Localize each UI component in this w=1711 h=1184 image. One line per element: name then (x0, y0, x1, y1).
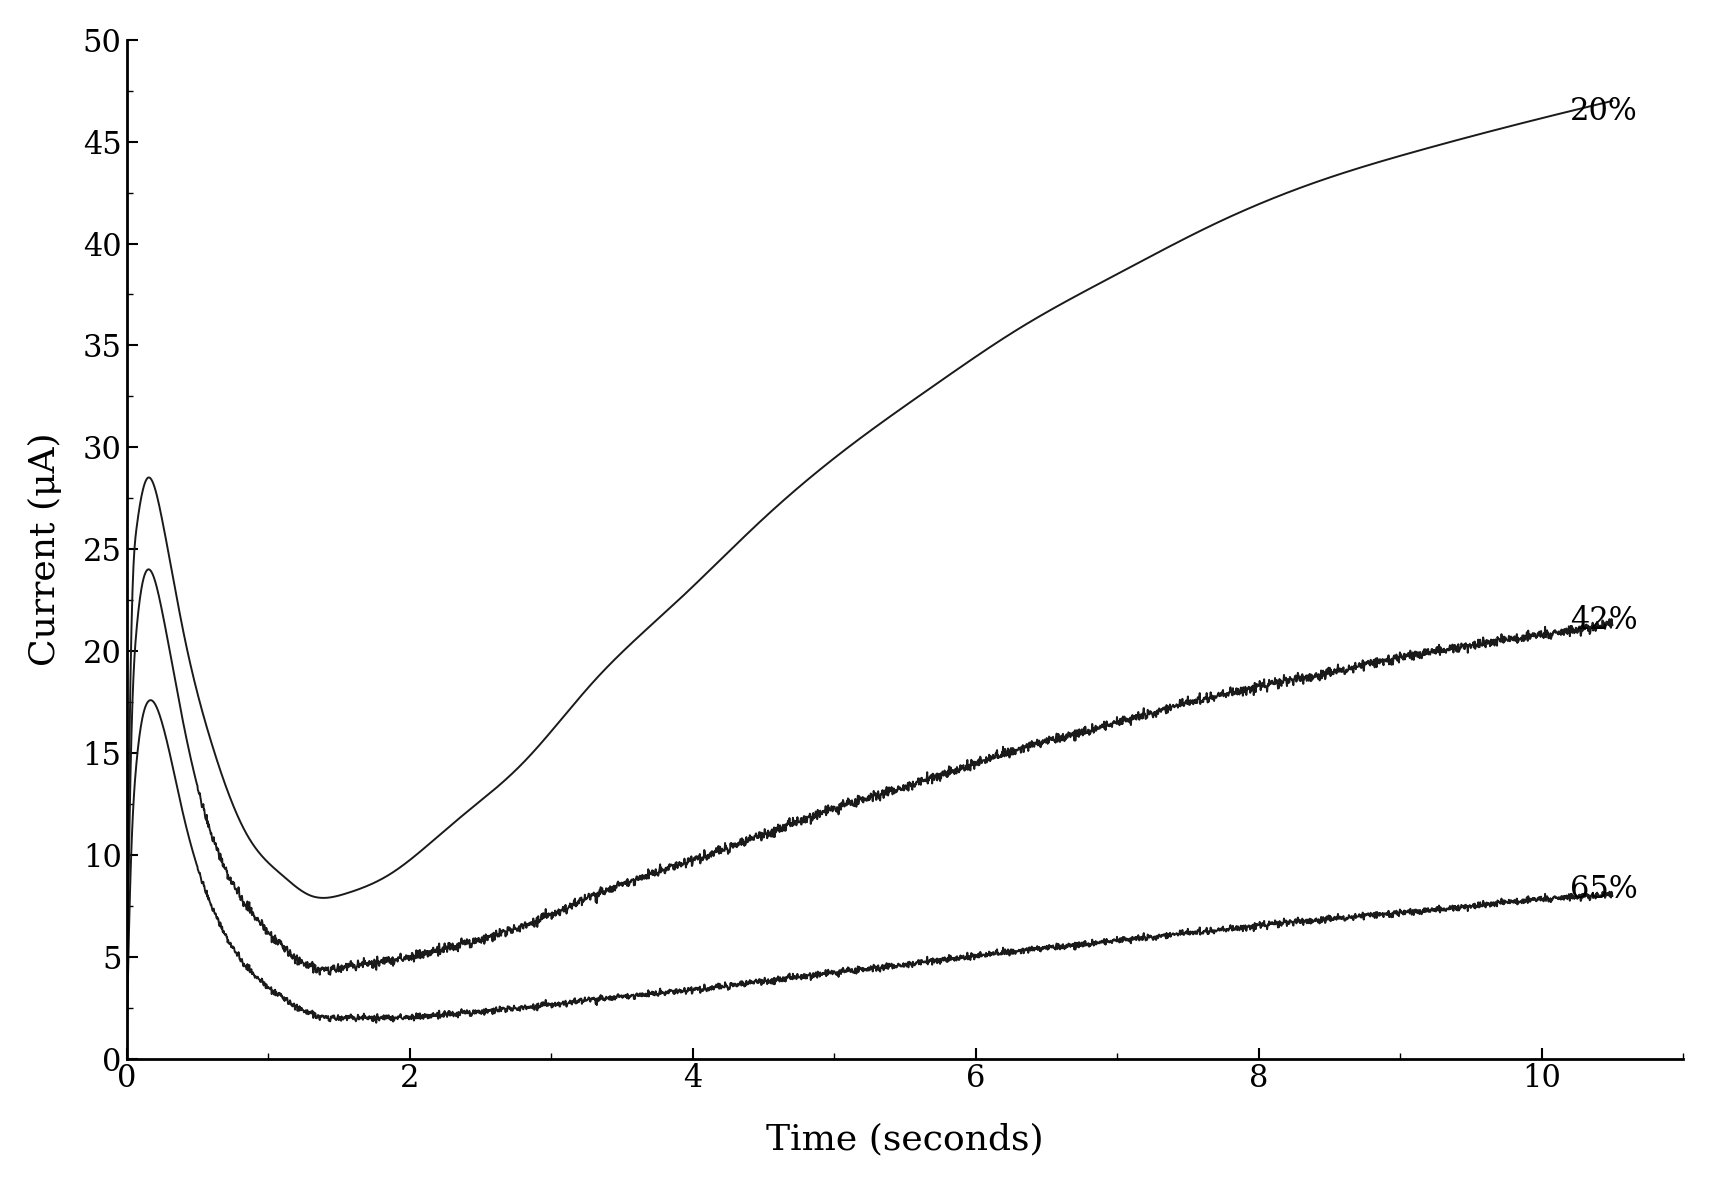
Text: 42%: 42% (1571, 605, 1637, 636)
Y-axis label: Current (μA): Current (μA) (27, 432, 62, 665)
Text: 65%: 65% (1571, 874, 1637, 905)
X-axis label: Time (seconds): Time (seconds) (767, 1122, 1044, 1157)
Text: 20%: 20% (1571, 96, 1637, 127)
